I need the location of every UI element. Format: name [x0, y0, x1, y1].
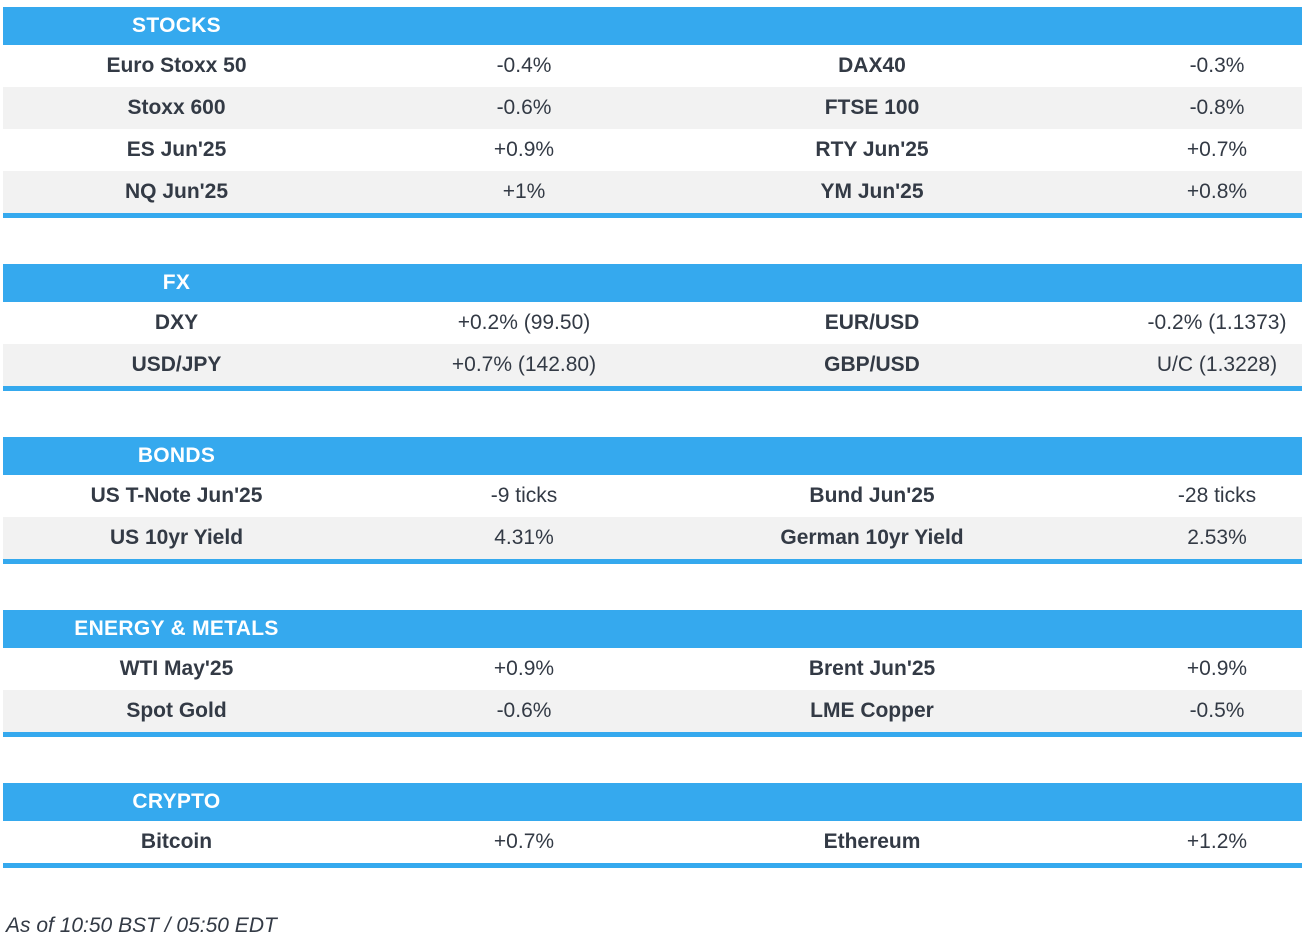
instrument-value: -0.2% (1.1373) — [1147, 311, 1287, 334]
table-row: Bitcoin +0.7% Ethereum +1.2% — [3, 821, 1302, 863]
instrument-label: LME Copper — [810, 699, 934, 722]
instrument-value: -28 ticks — [1177, 484, 1257, 507]
section-crypto: CRYPTO Bitcoin +0.7% Ethereum +1.2% — [3, 783, 1302, 868]
instrument-label: WTI May'25 — [119, 657, 234, 680]
instrument-label: YM Jun'25 — [820, 180, 924, 203]
section-fx: FX DXY +0.2% (99.50) EUR/USD -0.2% (1.13… — [3, 264, 1302, 391]
instrument-value: +0.7% (142.80) — [451, 353, 597, 376]
table-row: ES Jun'25 +0.9% RTY Jun'25 +0.7% — [3, 129, 1302, 171]
instrument-label: USD/JPY — [131, 353, 222, 376]
instrument-value: 2.53% — [1187, 526, 1247, 549]
section-header-energy-metals: ENERGY & METALS — [3, 610, 1302, 648]
instrument-value: -0.3% — [1189, 54, 1245, 77]
table-row: NQ Jun'25 +1% YM Jun'25 +0.8% — [3, 171, 1302, 213]
instrument-label: Bitcoin — [140, 830, 213, 853]
instrument-label: EUR/USD — [824, 311, 920, 334]
instrument-value: +0.8% — [1186, 180, 1248, 203]
timestamp-note: As of 10:50 BST / 05:50 EDT — [6, 914, 277, 937]
table-row: Spot Gold -0.6% LME Copper -0.5% — [3, 690, 1302, 732]
instrument-value: +0.7% — [493, 830, 555, 853]
table-row: Euro Stoxx 50 -0.4% DAX40 -0.3% — [3, 45, 1302, 87]
instrument-label: Brent Jun'25 — [808, 657, 936, 680]
section-stocks: STOCKS Euro Stoxx 50 -0.4% DAX40 -0.3% S… — [3, 7, 1302, 218]
instrument-value: 4.31% — [494, 526, 554, 549]
section-title: CRYPTO — [132, 790, 221, 813]
instrument-label: NQ Jun'25 — [124, 180, 229, 203]
instrument-label: GBP/USD — [824, 353, 920, 376]
section-header-stocks: STOCKS — [3, 7, 1302, 45]
table-row: Stoxx 600 -0.6% FTSE 100 -0.8% — [3, 87, 1302, 129]
section-header-crypto: CRYPTO — [3, 783, 1302, 821]
instrument-label: ES Jun'25 — [126, 138, 227, 161]
instrument-label: Ethereum — [823, 830, 921, 853]
table-row: US T-Note Jun'25 -9 ticks Bund Jun'25 -2… — [3, 475, 1302, 517]
instrument-value: +0.9% — [1186, 657, 1248, 680]
instrument-label: Stoxx 600 — [127, 96, 226, 119]
instrument-value: +1.2% — [1186, 830, 1248, 853]
instrument-label: RTY Jun'25 — [815, 138, 929, 161]
table-row: DXY +0.2% (99.50) EUR/USD -0.2% (1.1373) — [3, 302, 1302, 344]
instrument-value: -0.6% — [496, 699, 552, 722]
instrument-label: US 10yr Yield — [109, 526, 244, 549]
section-title: STOCKS — [132, 14, 221, 37]
table-row: USD/JPY +0.7% (142.80) GBP/USD U/C (1.32… — [3, 344, 1302, 386]
section-header-bonds: BONDS — [3, 437, 1302, 475]
instrument-value: -0.8% — [1189, 96, 1245, 119]
instrument-value: -0.5% — [1189, 699, 1245, 722]
section-energy-metals: ENERGY & METALS WTI May'25 +0.9% Brent J… — [3, 610, 1302, 737]
section-bonds: BONDS US T-Note Jun'25 -9 ticks Bund Jun… — [3, 437, 1302, 564]
instrument-value: -0.6% — [496, 96, 552, 119]
instrument-value: +1% — [502, 180, 546, 203]
table-row: US 10yr Yield 4.31% German 10yr Yield 2.… — [3, 517, 1302, 559]
instrument-value: +0.2% (99.50) — [457, 311, 591, 334]
instrument-value: U/C (1.3228) — [1156, 353, 1278, 376]
instrument-value: -9 ticks — [490, 484, 558, 507]
instrument-label: DAX40 — [838, 54, 906, 77]
instrument-value: +0.7% — [1186, 138, 1248, 161]
instrument-value: +0.9% — [493, 657, 555, 680]
instrument-label: Spot Gold — [126, 699, 227, 722]
instrument-value: -0.4% — [496, 54, 552, 77]
instrument-label: FTSE 100 — [824, 96, 920, 119]
instrument-label: Euro Stoxx 50 — [106, 54, 247, 77]
table-row: WTI May'25 +0.9% Brent Jun'25 +0.9% — [3, 648, 1302, 690]
instrument-label: DXY — [154, 311, 199, 334]
section-title: FX — [162, 271, 191, 294]
section-header-fx: FX — [3, 264, 1302, 302]
instrument-label: German 10yr Yield — [780, 526, 964, 549]
instrument-label: Bund Jun'25 — [809, 484, 935, 507]
instrument-label: US T-Note Jun'25 — [90, 484, 263, 507]
section-title: BONDS — [137, 444, 216, 467]
section-title: ENERGY & METALS — [74, 617, 279, 640]
instrument-value: +0.9% — [493, 138, 555, 161]
